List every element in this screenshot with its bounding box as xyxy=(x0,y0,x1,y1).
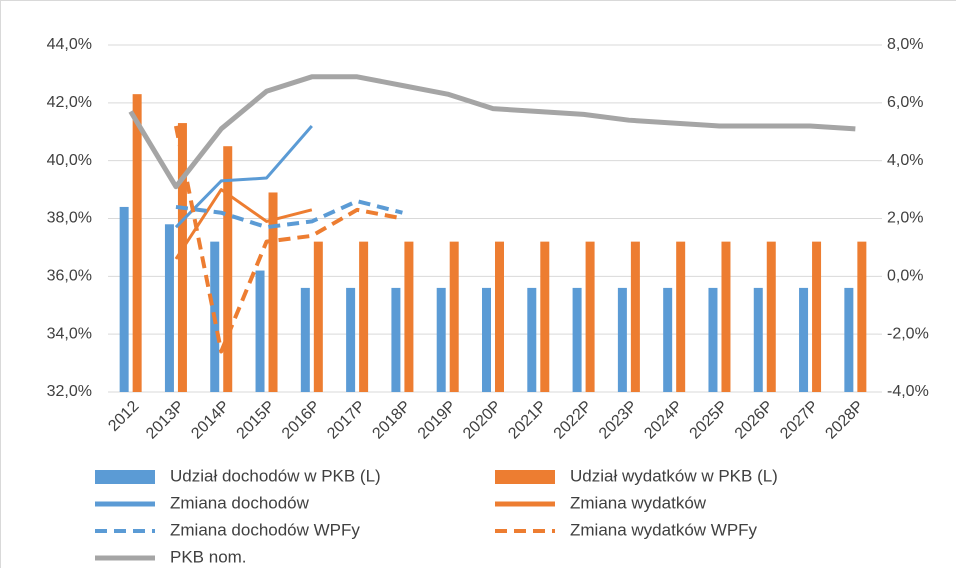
line xyxy=(173,125,403,354)
y2-tick-label: 2,0% xyxy=(887,210,923,227)
legend-label: PKB nom. xyxy=(170,547,247,566)
line xyxy=(174,124,313,229)
legend-label: Zmiana wydatków xyxy=(570,493,707,512)
bar xyxy=(663,287,673,392)
bar xyxy=(132,94,142,393)
bar xyxy=(617,287,627,392)
bar xyxy=(812,241,822,392)
bar xyxy=(346,287,356,392)
bar xyxy=(313,241,323,392)
bar xyxy=(449,241,459,392)
bar xyxy=(223,146,233,392)
line xyxy=(175,199,403,230)
bar xyxy=(844,287,854,392)
bar xyxy=(177,123,187,392)
bar xyxy=(404,241,414,392)
bar xyxy=(436,287,446,392)
y2-tick-label: 8,0% xyxy=(887,36,923,53)
legend-label: Zmiana dochodów xyxy=(170,493,310,512)
y2-tick-label: 6,0% xyxy=(887,94,923,111)
bar xyxy=(708,287,718,392)
bar xyxy=(164,224,174,392)
bar xyxy=(766,241,776,392)
bar xyxy=(676,241,686,392)
y2-tick-label: 0,0% xyxy=(887,268,923,285)
bar xyxy=(495,241,504,392)
bar xyxy=(359,241,369,392)
legend-label: Zmiana wydatków WPFy xyxy=(570,520,758,539)
bar xyxy=(391,287,401,392)
y-tick-label: 32,0% xyxy=(47,383,92,400)
line xyxy=(128,74,856,190)
bar xyxy=(572,287,582,392)
bar xyxy=(268,192,278,392)
legend-label: Udział wydatków w PKB (L) xyxy=(570,466,778,485)
bar xyxy=(857,241,867,392)
legend-label: Zmiana dochodów WPFy xyxy=(170,520,360,539)
legend-swatch xyxy=(95,470,155,484)
y-tick-label: 44,0% xyxy=(47,36,92,53)
y2-tick-label: 4,0% xyxy=(887,152,923,169)
legend-swatch xyxy=(495,470,555,484)
y2-tick-label: -4,0% xyxy=(887,383,929,400)
y-tick-label: 40,0% xyxy=(47,152,92,169)
bar xyxy=(630,241,640,392)
bar xyxy=(119,206,129,392)
y2-tick-label: -2,0% xyxy=(887,325,929,342)
y-tick-label: 38,0% xyxy=(47,210,92,227)
line xyxy=(174,188,313,260)
bar xyxy=(753,287,763,392)
y-tick-label: 34,0% xyxy=(47,325,92,342)
bar xyxy=(721,241,731,392)
legend-label: Udział dochodów w PKB (L) xyxy=(170,466,381,485)
bar xyxy=(527,287,537,392)
bar xyxy=(585,241,595,392)
y-tick-label: 36,0% xyxy=(47,268,92,285)
y-tick-label: 42,0% xyxy=(47,94,92,111)
bar xyxy=(540,241,550,392)
bar xyxy=(255,270,265,392)
bar xyxy=(482,287,491,392)
bar xyxy=(300,287,310,392)
bar xyxy=(799,287,809,392)
